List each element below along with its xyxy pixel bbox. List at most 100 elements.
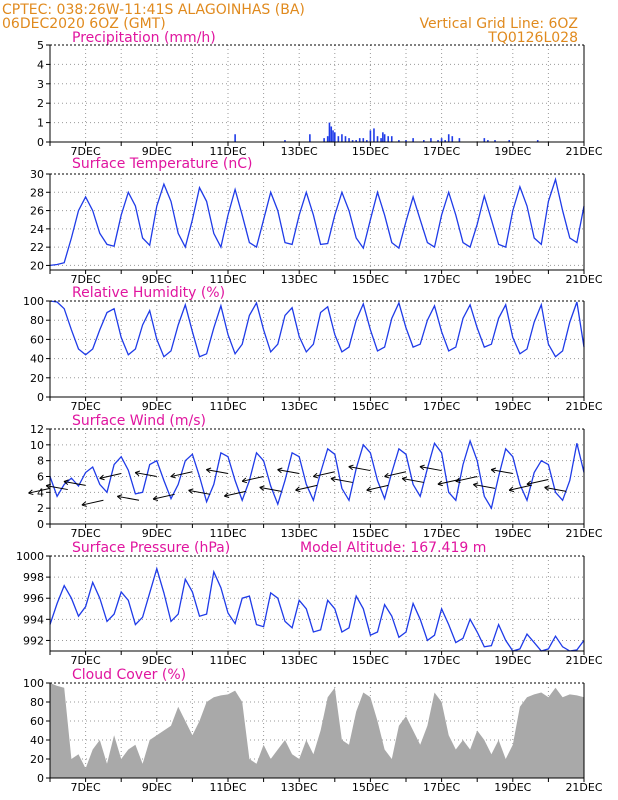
humidity-line [49,300,585,358]
wind-arrowhead [473,484,478,488]
precip-bar [444,140,446,142]
pressure-xtick-label: 17DEC [423,654,460,667]
cloud-xtick-label: 7DEC [71,781,101,794]
pressure-ytick-label: 998 [23,571,44,584]
wind-title: Surface Wind (m/s) [72,413,206,429]
wind-ytick-label: 10 [30,439,44,452]
precip-bar [382,132,384,142]
precip-bar [362,138,365,142]
wind-arrow [170,471,193,478]
precip-bar [284,140,286,142]
wind-arrow [384,471,407,478]
wind-arrow [63,480,86,486]
precip-bar [494,140,496,142]
humidity-ytick-label: 80 [30,314,44,327]
temp-ytick-label: 22 [30,241,44,254]
wind-xtick-label: 15DEC [352,527,389,540]
wind-arrowhead [170,472,176,477]
cloud-xtick-label: 17DEC [423,781,460,794]
wind-arrow [313,471,335,478]
wind-arrowhead [544,485,550,488]
humidity-xtick-label: 19DEC [494,400,531,413]
wind-ytick-label: 4 [37,486,44,499]
wind-arrow [544,486,567,492]
wind-arrowhead [117,494,123,497]
cloud-area [50,683,584,778]
wind-arrow [366,484,389,491]
header-station: CPTEC: 038:26W-11:41S ALAGOINHAS (BA) [2,2,305,18]
precip-bar [330,126,333,142]
precip-bar [390,136,393,142]
wind-arrowhead [295,486,300,491]
wind-arrow [348,466,371,472]
wind-arrowhead [63,479,69,482]
wind-arrowhead [419,464,425,468]
temp-xtick-label: 11DEC [209,273,246,286]
wind-arrowhead [152,498,159,501]
wind-arrowhead [401,476,408,479]
wind-arrowhead [384,476,390,479]
precip-xtick-label: 17DEC [423,145,460,158]
wind-arrowhead [117,495,122,500]
humidity-xtick-label: 11DEC [209,400,246,413]
humidity-title: Relative Humidity (%) [72,285,225,301]
cloud-panel: 0 20 40 60 80 100 7DEC 9DEC 11DEC 13DEC 15DEC 17DEC… [23,677,603,794]
wind-xtick-label: 7DEC [71,527,101,540]
cloud-xtick-label: 15DEC [352,781,389,794]
wind-arrowhead [259,485,265,488]
precip-bar [337,136,340,142]
wind-panel: 0 2 4 6 8 10 12 7DEC 9DEC 11DEC 13DEC 15DEC 17DEC 19D… [28,423,603,540]
cloud-ytick-label: 100 [23,677,44,690]
pressure-xtick-label: 13DEC [281,654,318,667]
precip-bar [355,140,357,142]
wind-arrowhead [241,477,247,482]
wind-arrowhead [490,469,496,474]
precip-ytick-label: 5 [37,39,44,52]
wind-arrow [437,478,460,485]
wind-arrow [402,478,424,483]
precip-bar [423,140,425,142]
wind-arrow [242,476,264,482]
wind-arrowhead [455,480,461,484]
temp-ytick-label: 26 [30,205,44,218]
wind-arrowhead [99,477,105,481]
precip-bar [332,130,334,142]
precip-bar [508,140,511,142]
precip-ytick-label: 3 [37,78,44,91]
precip-xtick-label: 9DEC [142,145,172,158]
precip-bar [328,122,331,142]
precip-bar [447,134,450,142]
humidity-xtick-label: 13DEC [281,400,318,413]
wind-arrowhead [455,477,460,482]
wind-arrow [99,473,122,479]
wind-arrowhead [473,482,479,485]
humidity-xtick-label: 15DEC [352,400,389,413]
precip-bar [373,128,375,142]
header-grid-line: Vertical Grid Line: 6OZ [419,16,578,32]
wind-arrowhead [188,489,193,494]
precip-ytick-label: 4 [37,58,44,71]
temp-line [49,177,585,267]
wind-arrow [419,466,442,472]
wind-arrowhead [313,476,319,479]
precip-bar [234,134,236,142]
humidity-xtick-label: 21DEC [565,400,602,413]
pressure-ytick-label: 1000 [16,550,44,563]
cloud-ytick-label: 40 [30,734,44,747]
precip-xtick-label: 13DEC [281,145,318,158]
pressure-title: Surface Pressure (hPa) [72,540,230,556]
precip-bar [369,130,372,142]
wind-arrowhead [366,486,371,491]
precip-ytick-label: 0 [37,136,44,149]
temp-xtick-label: 21DEC [565,273,602,286]
wind-arrow [81,499,104,506]
wind-arrowhead [224,492,229,497]
temp-xtick-label: 15DEC [352,273,389,286]
wind-arrowhead [224,495,230,499]
wind-arrowhead [330,478,336,483]
temp-xtick-label: 17DEC [423,273,460,286]
temp-xtick-label: 19DEC [494,273,531,286]
wind-arrowhead [277,469,282,474]
wind-arrowhead [366,489,372,493]
pressure-ytick-label: 996 [23,592,44,605]
